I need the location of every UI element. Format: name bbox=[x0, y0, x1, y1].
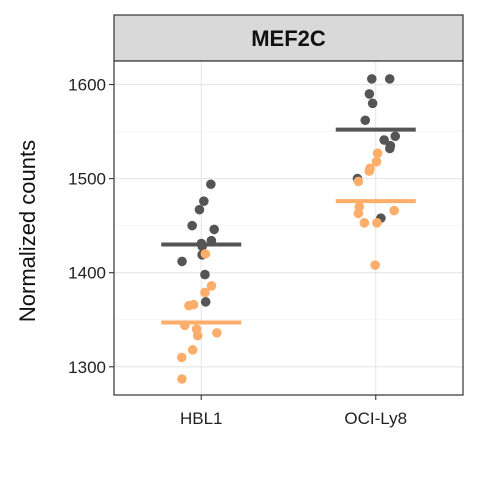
data-point bbox=[200, 287, 210, 298]
data-point bbox=[192, 330, 203, 341]
data-point bbox=[371, 156, 382, 167]
data-point bbox=[200, 297, 211, 307]
data-point bbox=[359, 218, 370, 228]
data-point bbox=[390, 131, 401, 142]
y-tick-label: 1500 bbox=[68, 170, 106, 189]
data-point bbox=[209, 224, 219, 235]
data-point bbox=[353, 208, 364, 219]
data-point bbox=[389, 205, 399, 216]
plot-panel-border bbox=[113, 60, 464, 396]
data-point bbox=[194, 204, 205, 215]
data-point bbox=[206, 281, 217, 291]
data-point bbox=[206, 179, 216, 190]
data-point bbox=[177, 374, 187, 384]
y-tick-label: 1300 bbox=[68, 358, 106, 377]
data-point bbox=[200, 249, 211, 259]
x-axis: HBL1 OCI-Ly8 bbox=[180, 395, 407, 428]
mean-lines bbox=[161, 127, 416, 325]
data-point bbox=[367, 74, 377, 84]
data-point bbox=[177, 256, 187, 267]
gridlines bbox=[114, 61, 463, 395]
facet-strip bbox=[113, 14, 464, 62]
data-point bbox=[199, 196, 209, 206]
y-tick-label: 1600 bbox=[68, 76, 106, 95]
data-point bbox=[384, 74, 395, 84]
data-point bbox=[187, 220, 197, 231]
data-point bbox=[367, 98, 378, 109]
data-point bbox=[360, 115, 371, 126]
y-axis-title: Normalized counts bbox=[15, 140, 40, 322]
x-tick-label: HBL1 bbox=[180, 409, 223, 428]
y-axis: 1300 1400 1500 1600 bbox=[68, 76, 114, 377]
data-point bbox=[379, 135, 389, 145]
plot-panel bbox=[114, 61, 463, 395]
data-point bbox=[370, 260, 380, 270]
data-point bbox=[176, 352, 187, 363]
data-points bbox=[176, 74, 401, 384]
data-point bbox=[372, 148, 383, 159]
x-tick-label: OCI-Ly8 bbox=[344, 409, 407, 428]
data-point bbox=[200, 269, 210, 280]
data-point bbox=[353, 176, 364, 187]
y-tick-label: 1400 bbox=[68, 264, 106, 283]
data-point bbox=[364, 166, 375, 176]
data-point bbox=[184, 300, 194, 311]
data-point bbox=[187, 345, 198, 355]
data-point bbox=[212, 328, 222, 338]
data-point bbox=[364, 89, 375, 99]
data-point bbox=[372, 218, 382, 228]
facet-title: MEF2C bbox=[251, 26, 326, 51]
data-point bbox=[385, 143, 395, 154]
